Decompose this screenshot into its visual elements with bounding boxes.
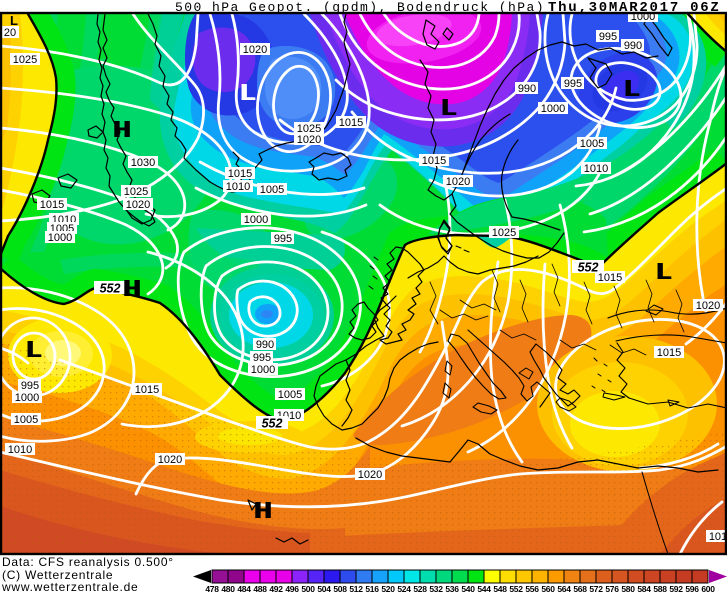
svg-text:592: 592	[669, 584, 683, 593]
svg-text:20: 20	[4, 27, 16, 39]
svg-text:532: 532	[429, 584, 443, 593]
svg-text:488: 488	[253, 584, 267, 593]
svg-text:L: L	[28, 336, 42, 362]
svg-text:L: L	[656, 258, 670, 284]
svg-text:536: 536	[445, 584, 459, 593]
svg-text:1000: 1000	[251, 364, 275, 376]
svg-text:1015: 1015	[657, 347, 681, 359]
svg-text:990: 990	[518, 83, 536, 95]
svg-text:H: H	[115, 116, 132, 142]
svg-text:H: H	[256, 497, 273, 523]
svg-text:544: 544	[477, 584, 491, 593]
svg-text:990: 990	[256, 339, 274, 351]
svg-text:995: 995	[21, 380, 39, 392]
svg-text:L: L	[10, 13, 18, 28]
svg-text:1020: 1020	[446, 176, 470, 188]
svg-text:552: 552	[262, 417, 283, 431]
svg-text:995: 995	[599, 31, 617, 43]
svg-text:584: 584	[637, 584, 651, 593]
svg-text:508: 508	[333, 584, 347, 593]
svg-text:580: 580	[621, 584, 635, 593]
svg-text:1000: 1000	[15, 392, 39, 404]
svg-text:500 hPa Geopot. (gpdm), Bodend: 500 hPa Geopot. (gpdm), Bodendruck (hPa)	[175, 0, 545, 15]
svg-text:L: L	[626, 75, 640, 101]
svg-text:1015: 1015	[598, 272, 622, 284]
svg-text:576: 576	[605, 584, 619, 593]
svg-text:L: L	[242, 79, 256, 105]
svg-text:H: H	[254, 497, 271, 523]
svg-text:1025: 1025	[124, 186, 148, 198]
svg-text:(C) Wetterzentrale: (C) Wetterzentrale	[2, 568, 113, 582]
svg-text:L: L	[658, 258, 672, 284]
svg-text:1020: 1020	[126, 199, 150, 211]
svg-text:H: H	[125, 275, 142, 301]
svg-text:H: H	[123, 275, 140, 301]
svg-text:1000: 1000	[541, 103, 565, 115]
svg-text:560: 560	[541, 584, 555, 593]
svg-text:492: 492	[269, 584, 283, 593]
svg-text:L: L	[441, 94, 455, 120]
svg-text:496: 496	[285, 584, 299, 593]
svg-text:Data: CFS reanalysis 0.500°: Data: CFS reanalysis 0.500°	[2, 555, 174, 569]
svg-text:www.wetterzentrale.de: www.wetterzentrale.de	[1, 580, 138, 593]
svg-text:1005: 1005	[14, 414, 38, 426]
svg-text:1000: 1000	[48, 232, 72, 244]
svg-text:995: 995	[564, 78, 582, 90]
svg-text:1025: 1025	[492, 227, 516, 239]
svg-text:L: L	[624, 75, 638, 101]
svg-text:588: 588	[653, 584, 667, 593]
svg-text:524: 524	[397, 584, 411, 593]
svg-text:1020: 1020	[358, 469, 382, 481]
svg-text:L: L	[443, 94, 457, 120]
svg-text:564: 564	[557, 584, 571, 593]
svg-text:600: 600	[701, 584, 715, 593]
svg-text:596: 596	[685, 584, 699, 593]
svg-text:995: 995	[253, 352, 271, 364]
svg-text:1020: 1020	[696, 300, 720, 312]
svg-text:1010: 1010	[8, 444, 32, 456]
svg-text:990: 990	[624, 40, 642, 52]
svg-text:504: 504	[317, 584, 331, 593]
svg-text:L: L	[240, 79, 254, 105]
svg-text:1030: 1030	[131, 157, 155, 169]
svg-text:1020: 1020	[243, 44, 267, 56]
svg-text:995: 995	[274, 233, 292, 245]
svg-text:1015: 1015	[228, 168, 252, 180]
svg-text:L: L	[26, 336, 40, 362]
svg-text:H: H	[113, 116, 130, 142]
svg-text:1015: 1015	[40, 199, 64, 211]
svg-text:1000: 1000	[631, 11, 655, 23]
svg-text:484: 484	[237, 584, 251, 593]
svg-text:548: 548	[493, 584, 507, 593]
svg-text:1010: 1010	[584, 163, 608, 175]
svg-text:568: 568	[573, 584, 587, 593]
svg-text:480: 480	[221, 584, 235, 593]
svg-text:1010: 1010	[226, 181, 250, 193]
svg-text:1020: 1020	[158, 454, 182, 466]
svg-text:512: 512	[349, 584, 363, 593]
svg-text:552: 552	[509, 584, 523, 593]
svg-text:520: 520	[381, 584, 395, 593]
svg-text:1025: 1025	[13, 54, 37, 66]
svg-text:1000: 1000	[244, 214, 268, 226]
svg-text:1015: 1015	[339, 117, 363, 129]
svg-text:540: 540	[461, 584, 475, 593]
svg-text:1015: 1015	[135, 384, 159, 396]
svg-text:1005: 1005	[278, 389, 302, 401]
svg-text:500: 500	[301, 584, 315, 593]
svg-text:572: 572	[589, 584, 603, 593]
svg-text:516: 516	[365, 584, 379, 593]
svg-text:1005: 1005	[260, 184, 284, 196]
svg-text:1020: 1020	[297, 134, 321, 146]
svg-text:478: 478	[205, 584, 219, 593]
svg-text:1005: 1005	[580, 138, 604, 150]
svg-text:552: 552	[578, 261, 599, 275]
svg-text:528: 528	[413, 584, 427, 593]
svg-text:101: 101	[709, 531, 727, 543]
svg-text:552: 552	[100, 282, 121, 296]
svg-text:1015: 1015	[422, 155, 446, 167]
svg-text:1025: 1025	[297, 123, 321, 135]
svg-text:556: 556	[525, 584, 539, 593]
